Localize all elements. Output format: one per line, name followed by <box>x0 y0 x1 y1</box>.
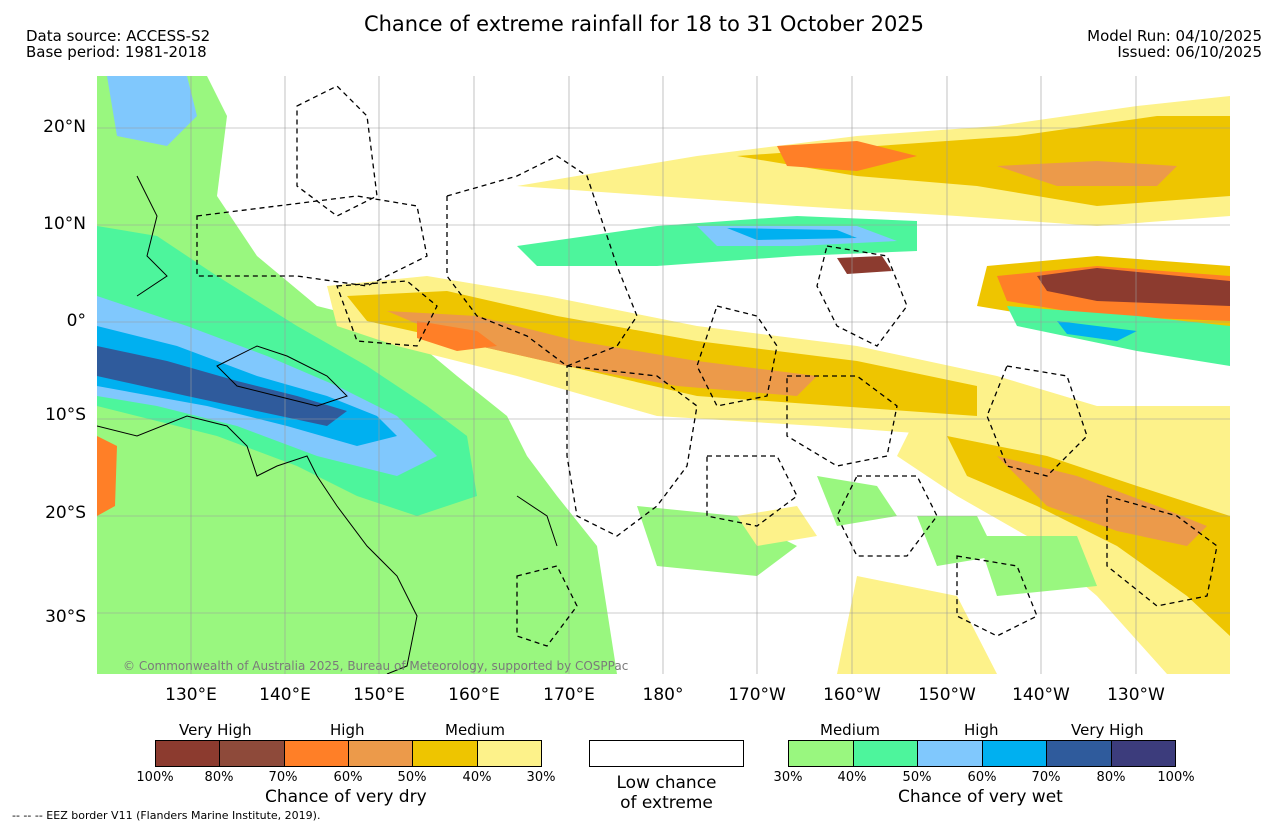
wet-tick: 80% <box>1096 770 1126 785</box>
coastlines <box>97 175 558 674</box>
lon-label-150w: 150°W <box>918 685 976 705</box>
dry-tick: 50% <box>397 770 427 785</box>
dry-tick: 60% <box>333 770 363 785</box>
wet-tick: 40% <box>837 770 867 785</box>
rainfall-map <box>97 76 1230 674</box>
dry-colorbar <box>155 740 542 767</box>
lon-label-140w: 140°W <box>1012 685 1070 705</box>
copyright-text: © Commonwealth of Australia 2025, Bureau… <box>123 659 629 673</box>
wet-swatch-3 <box>918 741 983 766</box>
source-info: Data source: ACCESS-S2 Base period: 1981… <box>26 28 210 60</box>
map-title: Chance of extreme rainfall for 18 to 31 … <box>363 12 925 36</box>
wet-legend-title: Chance of very wet <box>898 787 1063 807</box>
wet-colorbar <box>788 740 1176 767</box>
wet-swatch-5 <box>1047 741 1112 766</box>
wet-swatch-2 <box>853 741 918 766</box>
dry-heading-high: High <box>330 721 365 739</box>
data-source: Data source: ACCESS-S2 <box>26 27 211 45</box>
issued-date: Issued: 06/10/2025 <box>1117 43 1262 61</box>
lon-label-180: 180° <box>642 685 684 705</box>
lon-label-160w: 160°W <box>823 685 881 705</box>
wet-heading-medium: Medium <box>820 721 880 739</box>
dry-swatch-3 <box>284 741 349 766</box>
wet-heading-very-high: Very High <box>1071 721 1144 739</box>
wet-swatch-6 <box>1111 741 1175 766</box>
dry-heading-medium: Medium <box>445 721 505 739</box>
lon-label-160e: 160°E <box>448 685 500 705</box>
model-run: Model Run: 04/10/2025 <box>1087 27 1262 45</box>
wet-tick: 70% <box>1031 770 1061 785</box>
lon-label-130e: 130°E <box>165 685 217 705</box>
eez-borders <box>196 85 1218 647</box>
dry-band-north <box>517 96 1230 226</box>
wet-swatch-1 <box>789 741 854 766</box>
lat-label-10n: 10°N <box>43 214 86 234</box>
wet-band-north <box>517 216 917 266</box>
very-dry-northeast <box>837 256 1230 366</box>
run-info: Model Run: 04/10/2025 Issued: 06/10/2025 <box>1087 28 1262 60</box>
low-chance-line2: of extreme <box>620 793 713 813</box>
lon-label-170e: 170°E <box>543 685 595 705</box>
lon-label-130w: 130°W <box>1107 685 1165 705</box>
wet-tick: 30% <box>773 770 803 785</box>
lon-label-170w: 170°W <box>728 685 786 705</box>
lat-label-equator: 0° <box>66 311 86 331</box>
eez-footnote: -- -- -- EEZ border V11 (Flanders Marine… <box>12 809 321 822</box>
dry-tick: 70% <box>268 770 298 785</box>
lat-label-20n: 20°N <box>43 117 86 137</box>
low-chance-swatch <box>589 740 744 767</box>
wet-region-west <box>97 76 617 674</box>
dry-tick: 80% <box>204 770 234 785</box>
lat-label-30s: 30°S <box>45 607 86 627</box>
dry-heading-very-high: Very High <box>179 721 252 739</box>
map-canvas <box>97 76 1230 674</box>
dry-tick: 40% <box>462 770 492 785</box>
dry-swatch-5 <box>413 741 478 766</box>
base-period: Base period: 1981-2018 <box>26 43 207 61</box>
wet-tick: 60% <box>967 770 997 785</box>
lat-label-20s: 20°S <box>45 503 86 523</box>
lon-label-140e: 140°E <box>259 685 311 705</box>
low-chance-label: Low chance of extreme <box>560 773 773 813</box>
wet-tick: 100% <box>1157 770 1195 785</box>
wet-swatch-4 <box>982 741 1047 766</box>
graticule <box>97 76 1230 674</box>
dry-swatch-4 <box>348 741 414 766</box>
dry-swatch-1 <box>156 741 221 766</box>
dry-swatch-6 <box>477 741 541 766</box>
low-chance-line1: Low chance <box>616 773 717 793</box>
dry-legend-title: Chance of very dry <box>265 787 427 807</box>
dry-swatch-2 <box>220 741 285 766</box>
wet-heading-high: High <box>964 721 999 739</box>
lon-label-150e: 150°E <box>353 685 405 705</box>
dry-tick: 30% <box>526 770 556 785</box>
wet-tick: 50% <box>902 770 932 785</box>
dry-tick: 100% <box>136 770 174 785</box>
lat-label-10s: 10°S <box>45 405 86 425</box>
